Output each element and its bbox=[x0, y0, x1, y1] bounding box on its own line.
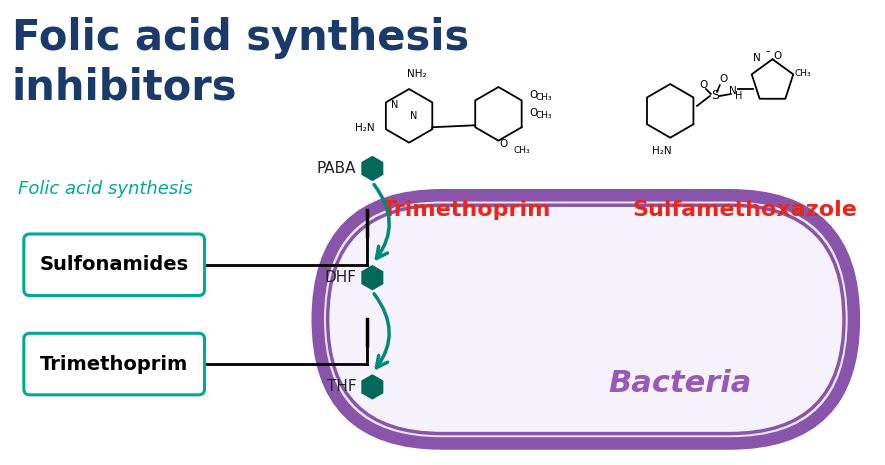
Text: PABA: PABA bbox=[317, 161, 357, 176]
Text: H₂N: H₂N bbox=[652, 146, 672, 156]
FancyBboxPatch shape bbox=[318, 195, 854, 444]
FancyBboxPatch shape bbox=[24, 234, 204, 296]
Text: O: O bbox=[499, 139, 507, 149]
Text: THF: THF bbox=[327, 379, 357, 394]
Text: Trimethoprim: Trimethoprim bbox=[40, 354, 189, 373]
Text: Bacteria: Bacteria bbox=[609, 369, 752, 399]
Text: S: S bbox=[711, 89, 719, 102]
Text: Sulfonamides: Sulfonamides bbox=[40, 255, 189, 274]
Text: CH₃: CH₃ bbox=[513, 146, 530, 154]
Text: O: O bbox=[529, 108, 537, 118]
Text: inhibitors: inhibitors bbox=[12, 66, 237, 108]
Text: Trimethoprim: Trimethoprim bbox=[382, 200, 551, 220]
Text: Folic acid synthesis: Folic acid synthesis bbox=[12, 17, 469, 59]
Text: DHF: DHF bbox=[325, 270, 357, 285]
Text: Sulfamethoxazole: Sulfamethoxazole bbox=[632, 200, 857, 220]
FancyBboxPatch shape bbox=[24, 333, 204, 395]
Text: -: - bbox=[766, 45, 770, 58]
Text: N: N bbox=[391, 100, 399, 110]
Text: O: O bbox=[773, 51, 781, 61]
Text: N: N bbox=[411, 111, 418, 121]
Text: N: N bbox=[753, 53, 760, 63]
Text: N: N bbox=[729, 86, 736, 96]
Text: CH₃: CH₃ bbox=[535, 93, 552, 102]
Text: O: O bbox=[700, 80, 708, 90]
FancyBboxPatch shape bbox=[327, 205, 844, 433]
Text: NH₂: NH₂ bbox=[407, 69, 427, 79]
Text: CH₃: CH₃ bbox=[795, 69, 811, 78]
Text: O: O bbox=[529, 90, 537, 100]
Text: Folic acid synthesis: Folic acid synthesis bbox=[18, 180, 193, 199]
Text: H: H bbox=[735, 91, 743, 101]
Text: H₂N: H₂N bbox=[355, 123, 374, 133]
Text: O: O bbox=[720, 74, 728, 84]
Text: CH₃: CH₃ bbox=[535, 111, 552, 120]
